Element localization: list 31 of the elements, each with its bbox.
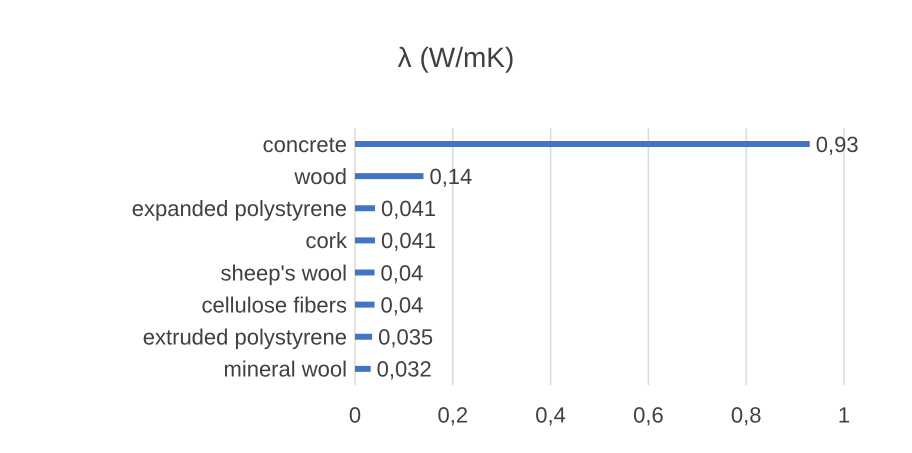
- y-tick-label: concrete: [262, 132, 347, 157]
- x-tick-label: 0,6: [633, 402, 664, 428]
- bar: [355, 302, 375, 308]
- data-label: 0,14: [429, 164, 472, 189]
- data-label: 0,041: [381, 228, 436, 254]
- chart-title: λ (W/mK): [396, 42, 516, 74]
- data-label: 0,04: [380, 260, 424, 286]
- x-tick-label: 0,8: [730, 402, 762, 428]
- data-label: 0,041: [381, 196, 436, 222]
- y-tick-label: sheep's wool: [220, 260, 347, 286]
- x-tick-label: 0,2: [438, 402, 468, 428]
- bar: [355, 173, 424, 180]
- y-tick-label: expanded polystyrene: [132, 196, 347, 222]
- data-label: 0,04: [380, 292, 424, 318]
- bar: [355, 237, 376, 244]
- y-tick-label: cellulose fibers: [201, 292, 347, 318]
- bar: [355, 270, 375, 276]
- data-label: 0,035: [378, 324, 434, 350]
- y-tick-label: wood: [293, 164, 347, 189]
- y-tick-label: extruded polystyrene: [142, 324, 347, 350]
- y-tick-label: mineral wool: [224, 356, 347, 382]
- data-label: 0,032: [376, 356, 432, 382]
- bar: [355, 141, 810, 147]
- x-tick-label: 1: [838, 402, 850, 428]
- bar: [355, 334, 372, 340]
- data-label: 0,93: [816, 132, 859, 157]
- bar: [355, 366, 371, 372]
- x-tick-label: 0: [348, 402, 362, 428]
- bar: [355, 205, 376, 212]
- x-tick-label: 0,4: [535, 402, 566, 428]
- y-tick-label: cork: [305, 228, 348, 254]
